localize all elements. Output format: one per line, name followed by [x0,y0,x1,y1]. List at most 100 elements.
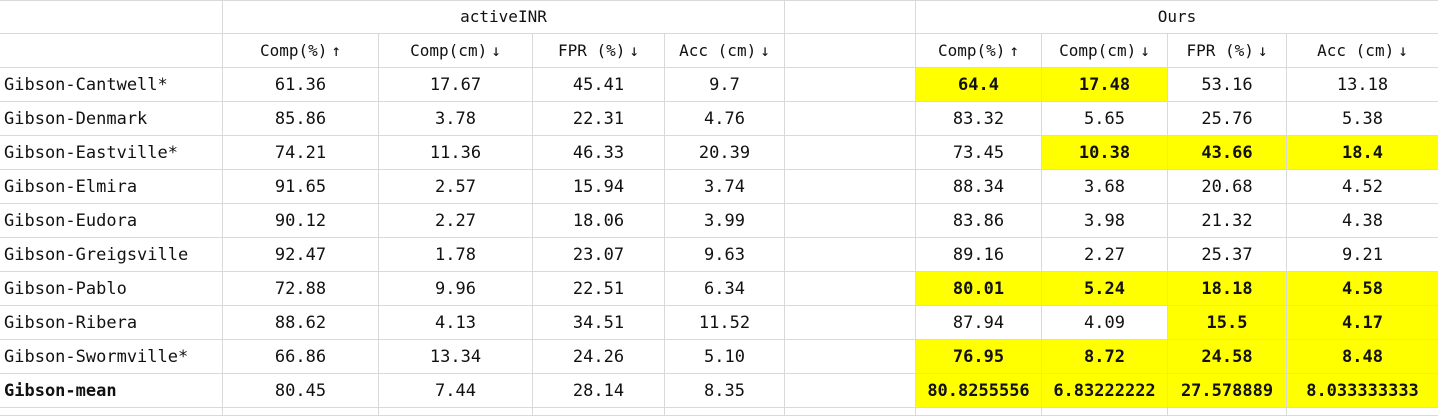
ours-value-cell[interactable]: 18.18 [1168,272,1287,305]
ours-value-cell[interactable]: 73.45 [916,136,1042,169]
ours-value-cell[interactable]: 8.48 [1287,340,1438,373]
ours-value-cell[interactable]: 80.8255556 [916,374,1042,407]
activeinr-value-cell[interactable]: 3.99 [665,204,785,237]
ours-value-cell[interactable]: 87.94 [916,306,1042,339]
ours-value-cell[interactable]: 9.21 [1342,244,1383,265]
activeinr-value-cell[interactable]: 3.78 [379,102,533,135]
activeinr-value-cell[interactable]: 15.94 [533,170,665,203]
ours-value-cell[interactable]: 2.27 [1042,238,1168,271]
activeinr-value-cell[interactable]: 72.88 [223,272,379,305]
activeinr-value-cell[interactable]: 9.7 [665,68,785,101]
ours-value-cell[interactable]: 4.17 [1287,306,1438,339]
activeinr-value-cell[interactable]: 22.31 [533,102,665,135]
group-header-ours[interactable]: Ours [1157,7,1197,26]
row-label-cell[interactable]: Gibson-Denmark [0,102,223,135]
spacer-cell[interactable] [785,238,916,271]
spacer-cell[interactable] [785,136,916,169]
empty-cell[interactable] [0,408,223,415]
corner-cell[interactable] [0,0,223,33]
col-header[interactable]: Comp(cm) ↓ [1042,34,1168,67]
row-label-cell[interactable]: Gibson-mean [0,374,223,407]
group-header-activeinr[interactable]: activeINR [223,0,785,33]
row-label-cell[interactable]: Gibson-Greigsville [0,238,223,271]
activeinr-value-cell[interactable]: 24.26 [533,340,665,373]
row-label-cell[interactable]: Gibson-Eastville* [0,136,223,169]
ours-value-cell[interactable]: 5.65 [1042,102,1168,135]
spacer-cell[interactable] [785,34,916,67]
spacer-cell[interactable] [785,0,916,33]
spacer-cell[interactable] [785,272,916,305]
ours-value-cell[interactable]: 88.34 [916,170,1042,203]
empty-cell[interactable] [785,408,916,415]
ours-value-cell[interactable]: 83.86 [916,204,1042,237]
ours-value-cell[interactable]: 18.4 [1287,136,1438,169]
ours-value-cell[interactable]: 6.83222222 [1042,374,1168,407]
col-header[interactable]: Comp(%) ↑ [916,34,1042,67]
col-header[interactable]: FPR (%) ↓ [533,34,665,67]
activeinr-value-cell[interactable]: 45.41 [533,68,665,101]
row-label-cell[interactable]: Gibson-Swormville* [0,340,223,373]
empty-cell[interactable] [533,408,665,415]
empty-cell[interactable] [916,408,1042,415]
spacer-cell[interactable] [785,340,916,373]
col-header[interactable]: Comp(cm) ↓ [379,34,533,67]
activeinr-value-cell[interactable]: 66.86 [223,340,379,373]
row-label-cell[interactable]: Gibson-Pablo [0,272,223,305]
empty-cell[interactable] [1287,408,1438,415]
empty-cell[interactable] [223,408,379,415]
spacer-cell[interactable] [785,374,916,407]
activeinr-value-cell[interactable]: 9.96 [379,272,533,305]
ours-value-cell[interactable]: 76.95 [916,340,1042,373]
activeinr-value-cell[interactable]: 4.76 [665,102,785,135]
ours-value-cell[interactable]: 25.76 [1168,102,1287,135]
ours-value-cell[interactable]: 5.38 [1342,108,1383,129]
col-header[interactable]: Comp(%) ↑ [223,34,379,67]
ours-value-cell[interactable]: 13.18 [1336,74,1389,95]
ours-value-cell[interactable]: 4.58 [1287,272,1438,305]
spacer-cell[interactable] [785,306,916,339]
ours-value-cell[interactable]: 3.98 [1042,204,1168,237]
activeinr-value-cell[interactable]: 13.34 [379,340,533,373]
activeinr-value-cell[interactable]: 1.78 [379,238,533,271]
ours-value-cell[interactable]: 4.09 [1042,306,1168,339]
spacer-cell[interactable] [785,204,916,237]
activeinr-value-cell[interactable]: 28.14 [533,374,665,407]
ours-value-cell[interactable]: 64.4 [916,68,1042,101]
activeinr-value-cell[interactable]: 8.35 [665,374,785,407]
row-label-cell[interactable]: Gibson-Ribera [0,306,223,339]
activeinr-value-cell[interactable]: 7.44 [379,374,533,407]
ours-value-cell[interactable]: 10.38 [1042,136,1168,169]
ours-value-cell[interactable]: 53.16 [1168,68,1287,101]
ours-value-cell[interactable]: 5.24 [1042,272,1168,305]
activeinr-value-cell[interactable]: 61.36 [223,68,379,101]
activeinr-value-cell[interactable]: 6.34 [665,272,785,305]
activeinr-value-cell[interactable]: 23.07 [533,238,665,271]
empty-cell[interactable] [1168,408,1287,415]
activeinr-value-cell[interactable]: 46.33 [533,136,665,169]
activeinr-value-cell[interactable]: 9.63 [665,238,785,271]
activeinr-value-cell[interactable]: 18.06 [533,204,665,237]
ours-value-cell[interactable]: 3.68 [1042,170,1168,203]
empty-cell[interactable] [379,408,533,415]
activeinr-value-cell[interactable]: 92.47 [223,238,379,271]
row-label-cell[interactable]: Gibson-Elmira [0,170,223,203]
ours-value-cell[interactable]: 89.16 [916,238,1042,271]
row-label-cell[interactable]: Gibson-Cantwell* [0,68,223,101]
activeinr-value-cell[interactable]: 4.13 [379,306,533,339]
activeinr-value-cell[interactable]: 22.51 [533,272,665,305]
ours-value-cell[interactable]: 8.72 [1042,340,1168,373]
activeinr-value-cell[interactable]: 5.10 [665,340,785,373]
ours-value-cell[interactable]: 27.578889 [1168,374,1287,407]
activeinr-value-cell[interactable]: 85.86 [223,102,379,135]
ours-value-cell[interactable]: 17.48 [1042,68,1168,101]
activeinr-value-cell[interactable]: 17.67 [379,68,533,101]
ours-value-cell[interactable]: 20.68 [1168,170,1287,203]
ours-value-cell[interactable]: 43.66 [1168,136,1287,169]
row-label-cell[interactable]: Gibson-Eudora [0,204,223,237]
activeinr-value-cell[interactable]: 80.45 [223,374,379,407]
ours-value-cell[interactable]: 21.32 [1168,204,1287,237]
activeinr-value-cell[interactable]: 34.51 [533,306,665,339]
activeinr-value-cell[interactable]: 91.65 [223,170,379,203]
col-header[interactable]: FPR (%) ↓ [1168,34,1287,67]
ours-value-cell[interactable]: 15.5 [1168,306,1287,339]
